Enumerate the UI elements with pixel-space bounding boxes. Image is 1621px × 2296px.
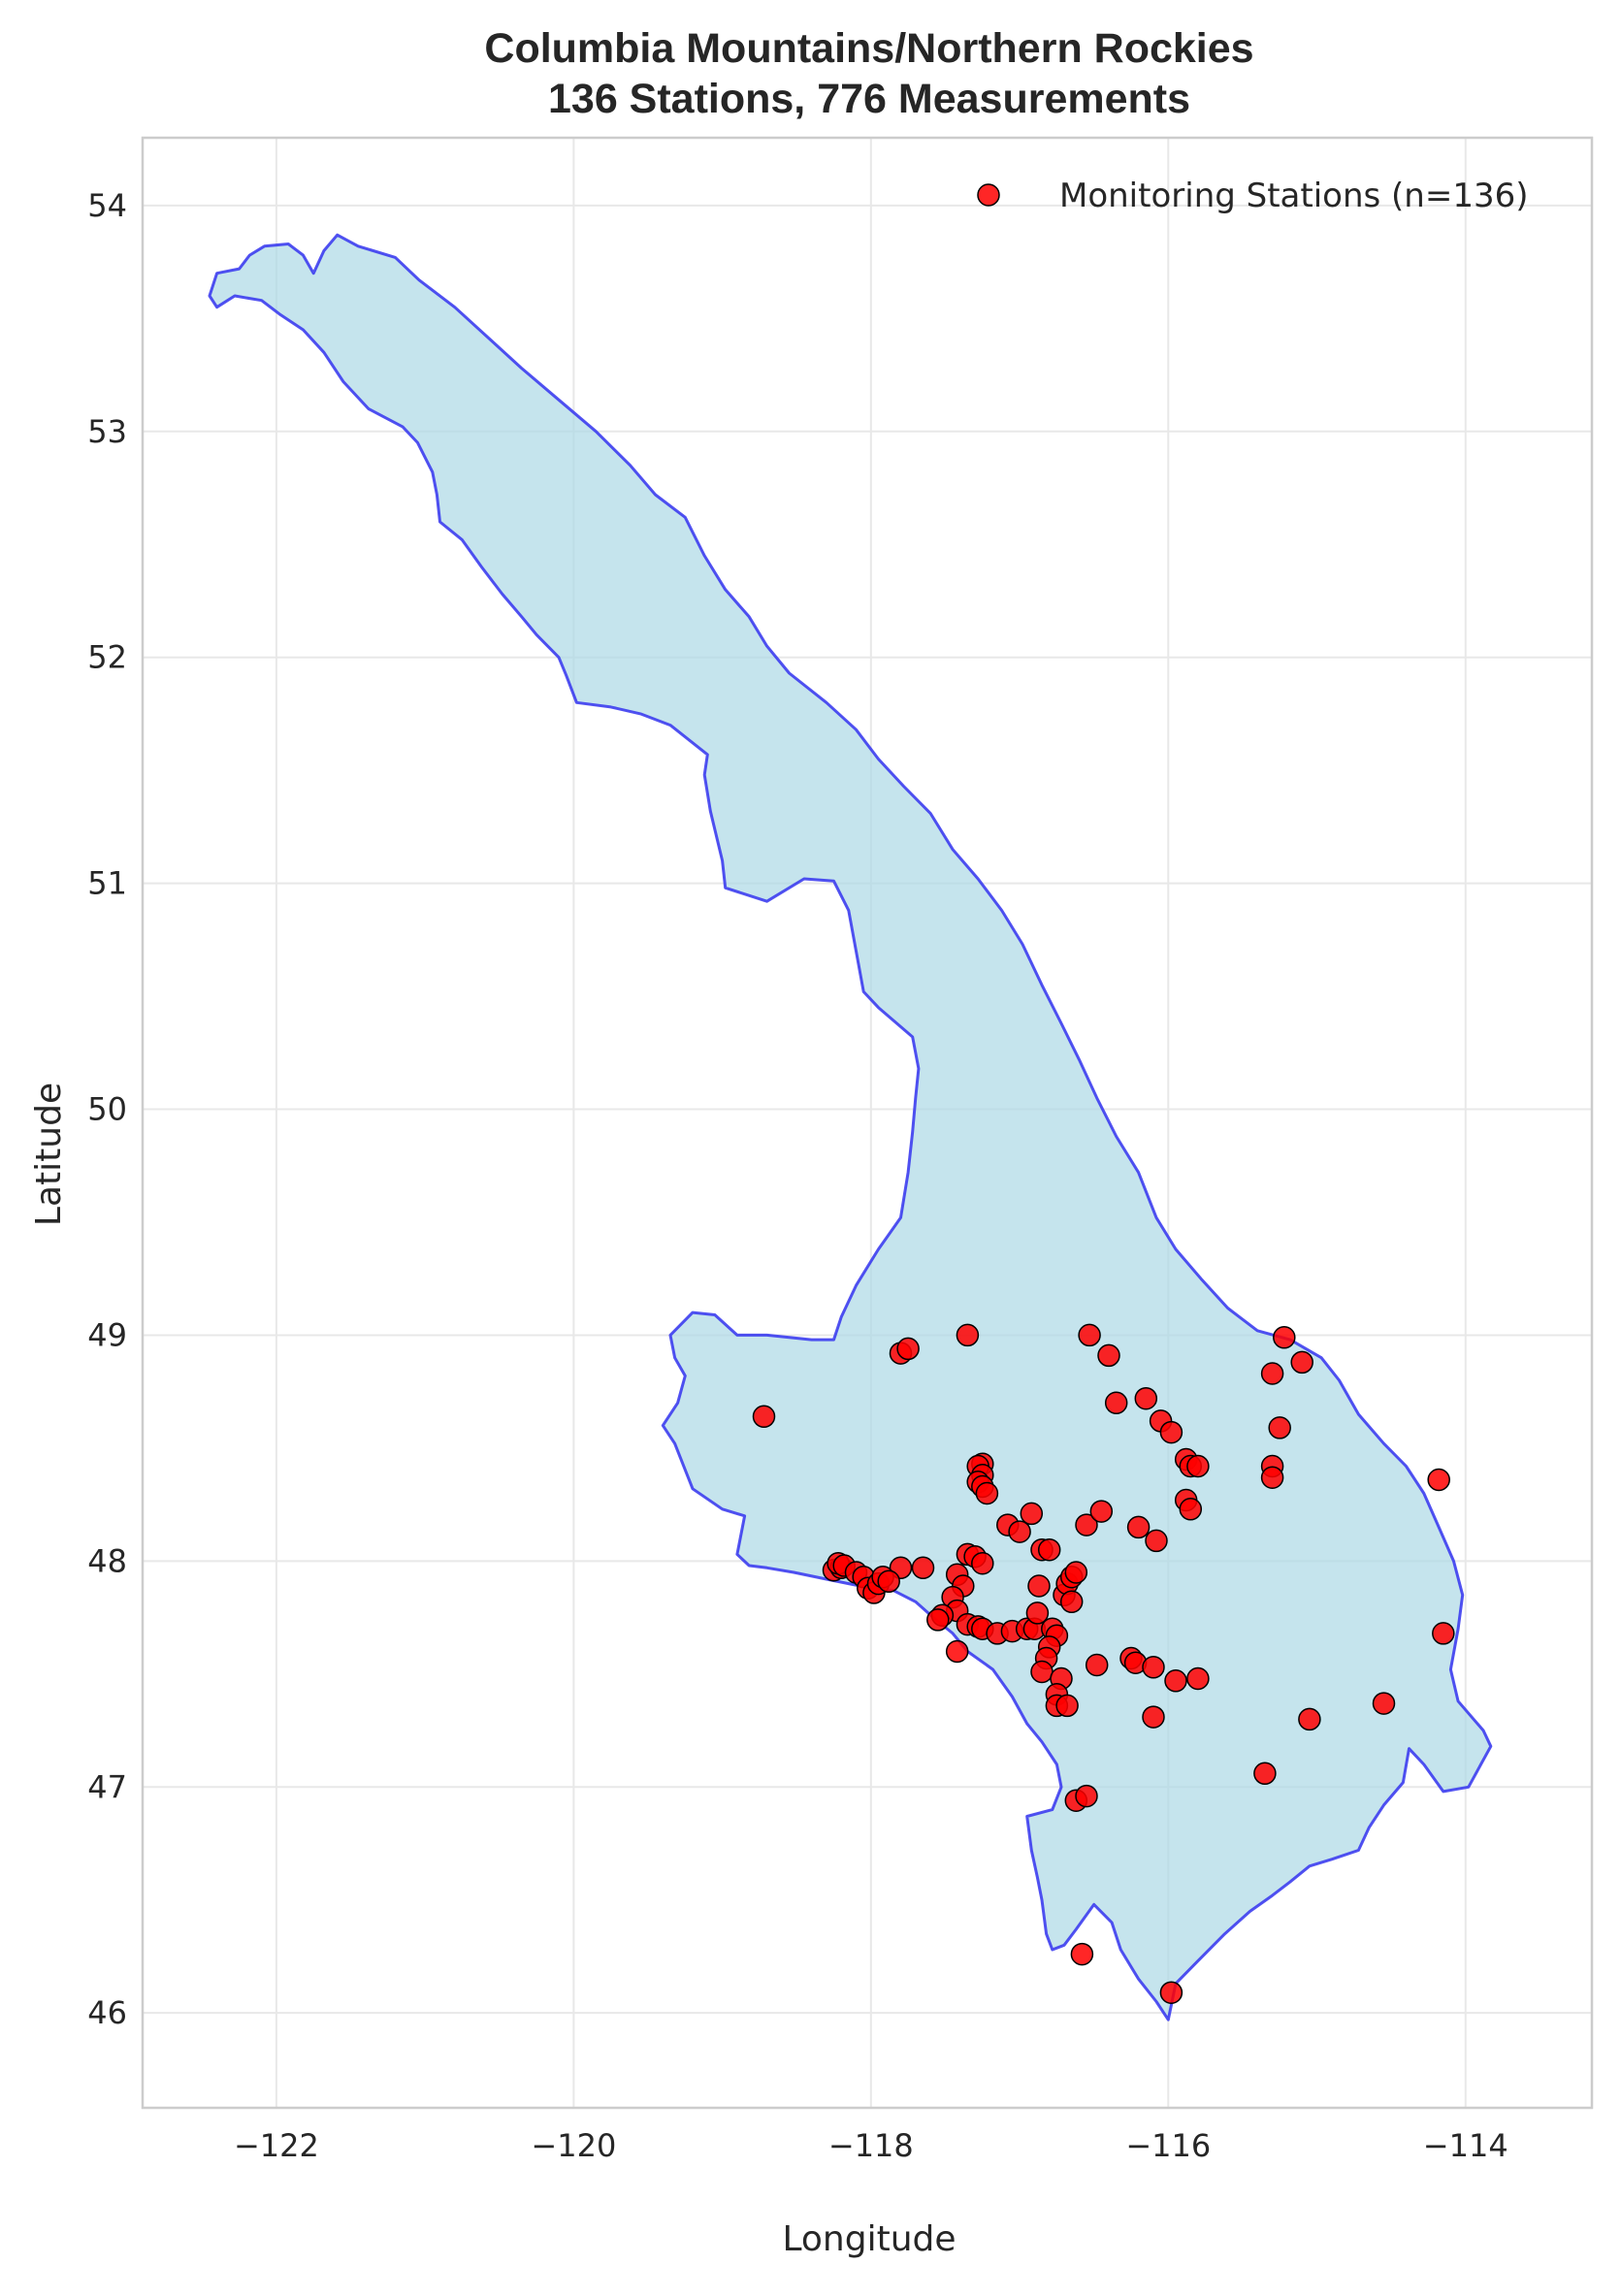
x-tick-label: −122 <box>234 2127 319 2164</box>
station-point <box>926 1608 950 1632</box>
station-point <box>1159 1981 1183 2004</box>
x-axis-label: Longitude <box>782 2219 956 2259</box>
y-tick-label: 53 <box>87 413 127 450</box>
legend-marker <box>977 183 1000 207</box>
y-tick-label: 48 <box>87 1542 127 1579</box>
plot-area <box>141 136 1594 2110</box>
station-point <box>877 1569 900 1594</box>
station-point <box>1260 1466 1284 1489</box>
station-point <box>1027 1574 1051 1598</box>
y-tick-label: 54 <box>87 187 127 224</box>
station-point <box>1089 1500 1114 1523</box>
legend-label: Monitoring Stations (n=136) <box>1059 177 1529 215</box>
station-point <box>1273 1326 1296 1349</box>
station-point <box>1164 1669 1187 1693</box>
station-point <box>1020 1502 1044 1526</box>
station-point <box>1186 1454 1210 1478</box>
y-tick-label: 46 <box>87 1994 127 2031</box>
station-point <box>956 1323 980 1347</box>
station-point <box>752 1405 776 1429</box>
station-point <box>1290 1350 1313 1374</box>
station-point <box>945 1639 969 1664</box>
region-polygon <box>208 233 1493 2021</box>
chart-title: Columbia Mountains/Northern Rockies <box>484 25 1253 72</box>
x-tick-label: −116 <box>1125 2127 1211 2164</box>
y-axis-label: Latitude <box>29 1083 69 1226</box>
station-point <box>1075 1784 1098 1808</box>
station-point <box>1030 1660 1054 1684</box>
y-tick-label: 47 <box>87 1768 127 1805</box>
station-point <box>1097 1343 1120 1368</box>
station-point <box>1268 1416 1291 1439</box>
station-point <box>911 1556 935 1580</box>
x-tick-label: −118 <box>828 2127 914 2164</box>
station-point <box>1260 1362 1284 1385</box>
station-point <box>1070 1942 1094 1966</box>
station-markers <box>752 1323 1455 2004</box>
station-point <box>1037 1537 1061 1562</box>
x-tick-label: −120 <box>531 2127 616 2164</box>
station-point <box>1159 1420 1183 1444</box>
station-point <box>1075 1513 1098 1536</box>
station-point <box>1025 1601 1050 1625</box>
x-tick-label: −114 <box>1423 2127 1508 2164</box>
station-point <box>975 1481 999 1505</box>
station-point <box>1179 1498 1203 1521</box>
station-point <box>1085 1653 1109 1677</box>
station-point <box>896 1337 920 1361</box>
axes-frame <box>141 136 1594 2110</box>
y-tick-label: 49 <box>87 1316 127 1353</box>
x-axis-ticks: −122 −120 −118 −116 −114 <box>234 2127 1508 2164</box>
station-point <box>1186 1666 1210 1691</box>
station-point <box>1078 1323 1101 1347</box>
station-point <box>971 1551 994 1575</box>
station-point <box>1298 1707 1321 1731</box>
y-tick-label: 52 <box>87 639 127 676</box>
station-point <box>1427 1468 1450 1492</box>
station-point <box>1059 1590 1084 1614</box>
station-point <box>1432 1622 1455 1645</box>
y-tick-label: 50 <box>87 1091 127 1128</box>
y-axis-ticks: 46 47 48 49 50 51 52 53 54 <box>87 187 127 2031</box>
station-point <box>1253 1762 1277 1786</box>
station-point <box>1008 1520 1031 1543</box>
chart-subtitle: 136 Stations, 776 Measurements <box>548 76 1190 122</box>
station-point <box>1145 1529 1168 1553</box>
station-point <box>1134 1386 1158 1410</box>
legend: Monitoring Stations (n=136) <box>977 177 1529 215</box>
y-tick-label: 51 <box>87 865 127 902</box>
station-point <box>1372 1692 1396 1715</box>
station-point <box>1126 1515 1151 1539</box>
station-point <box>1142 1656 1165 1679</box>
station-point <box>1055 1694 1079 1718</box>
station-point <box>1064 1561 1088 1584</box>
station-point <box>1104 1391 1128 1415</box>
station-point <box>1142 1705 1165 1729</box>
